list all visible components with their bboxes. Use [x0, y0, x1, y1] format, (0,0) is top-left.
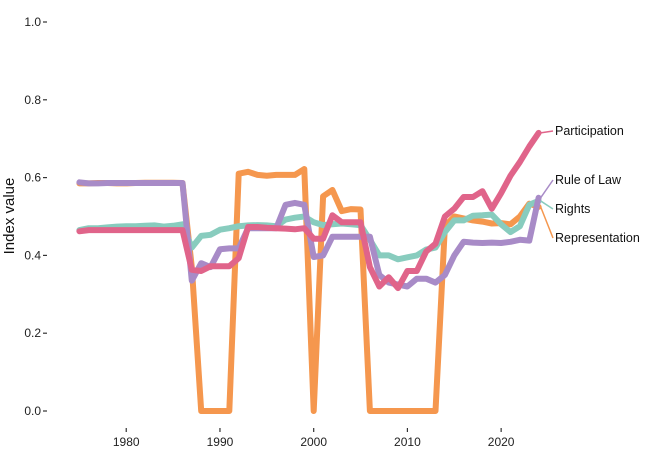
series-label-participation: Participation: [555, 124, 624, 138]
y-axis-title: Index value: [1, 178, 18, 255]
y-tick-label: 0.0: [24, 404, 41, 418]
y-tick-label: 0.8: [24, 93, 41, 107]
y-axis: 0.0 0.2 0.4 0.6 0.8 1.0: [24, 15, 47, 418]
x-tick-label: 2000: [300, 435, 327, 449]
x-tick-label: 1980: [113, 435, 140, 449]
y-tick-label: 0.2: [24, 326, 41, 340]
series-line-participation: [76, 129, 542, 292]
series-layer: [76, 129, 542, 414]
x-axis: 1980 1990 2000 2010 2020: [113, 428, 515, 449]
y-tick-label: 1.0: [24, 15, 41, 29]
series-label-representation: Representation: [555, 231, 640, 245]
series-label-rule-of-law: Rule of Law: [555, 173, 622, 187]
x-tick-label: 2020: [488, 435, 515, 449]
x-tick-label: 1990: [207, 435, 234, 449]
leader-line-participation: [540, 130, 554, 134]
leader-line-representation: [539, 206, 554, 239]
y-tick-label: 0.4: [24, 248, 41, 262]
leader-line-rule-of-law: [540, 179, 554, 199]
leader-line-rights: [540, 200, 554, 210]
x-tick-label: 2010: [394, 435, 421, 449]
y-tick-label: 0.6: [24, 171, 41, 185]
series-line-representation: [76, 166, 542, 414]
series-label-rights: Rights: [555, 202, 590, 216]
series-labels: Representation Rights Rule of Law Participa…: [539, 124, 640, 245]
